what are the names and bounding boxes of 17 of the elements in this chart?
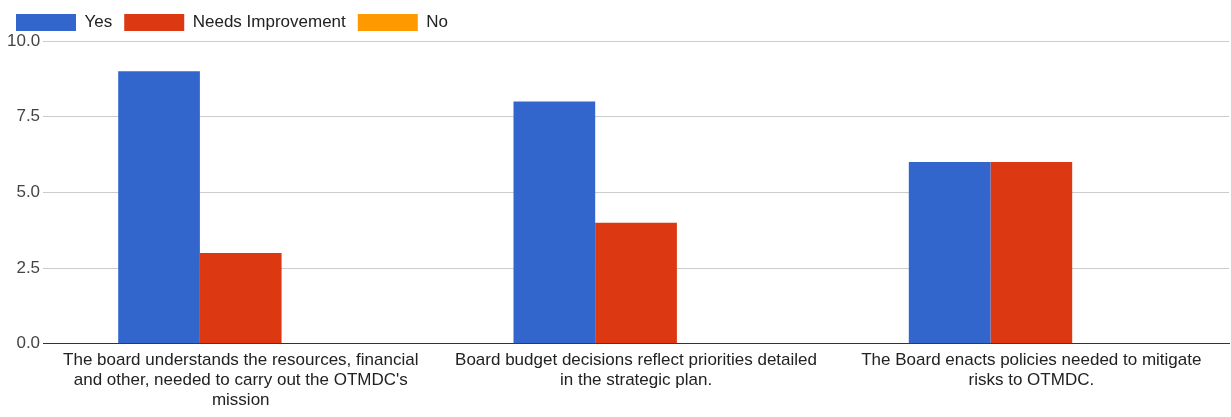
y-tick-label: 2.5 bbox=[16, 257, 41, 277]
bar bbox=[990, 162, 1073, 344]
y-tick-label: 7.5 bbox=[16, 106, 41, 126]
legend-label: Yes bbox=[84, 12, 113, 32]
x-tick-label: Board budget decisions reflect priorities detailed in the strategic plan. bbox=[455, 349, 818, 390]
bar bbox=[595, 222, 677, 344]
bar bbox=[513, 101, 596, 344]
legend-label: Needs Improvement bbox=[192, 12, 347, 32]
x-tick-label: The Board enacts policies needed to mitigate risks to OTMDC. bbox=[861, 349, 1202, 390]
bar bbox=[908, 162, 991, 344]
y-tick-label: 5.0 bbox=[16, 182, 41, 202]
y-tick-label: 10.0 bbox=[6, 30, 41, 50]
x-tick-label: The board understands the resources, financial and other, needed to carry out the OTMDC's mission bbox=[63, 349, 419, 410]
bar bbox=[199, 252, 282, 344]
bar bbox=[118, 71, 200, 344]
y-tick-label: 0.0 bbox=[16, 333, 41, 353]
legend-label: No bbox=[426, 12, 449, 32]
